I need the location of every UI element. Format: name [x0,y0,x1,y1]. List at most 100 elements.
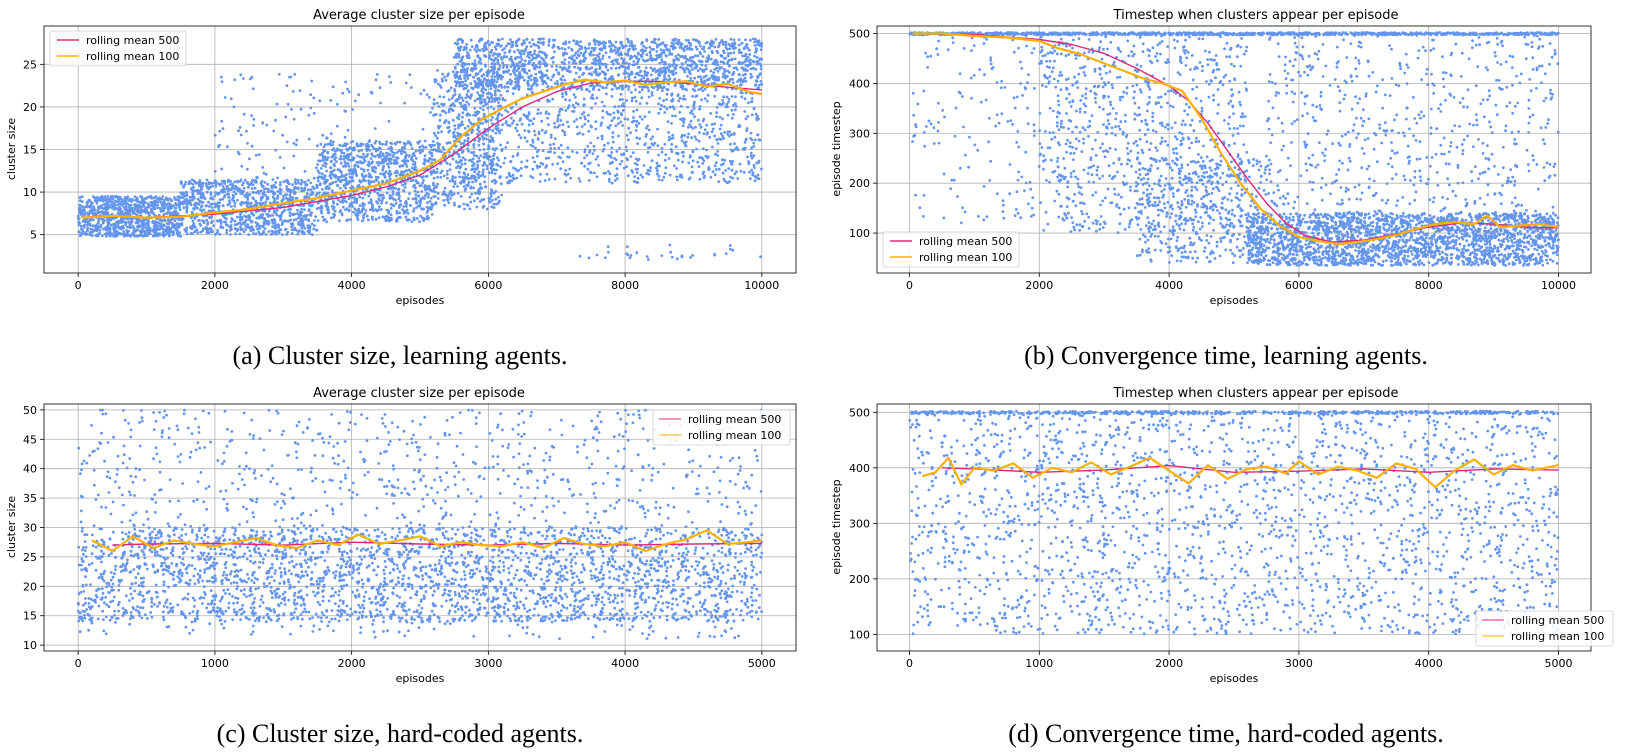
scatter-point [499,143,502,147]
scatter-point [726,52,730,55]
scatter-point [162,223,165,227]
scatter-point [426,201,429,205]
scatter-point [362,216,365,220]
scatter-point [328,173,332,177]
scatter-point [414,149,418,153]
scatter-point [575,151,579,155]
scatter-point [625,61,628,65]
scatter-point [231,182,234,186]
scatter-point [87,213,90,217]
scatter-point [704,64,708,68]
scatter-point [377,163,380,167]
scatter-point [159,206,162,210]
scatter-point [442,95,446,99]
scatter-point [542,40,545,44]
scatter-point [185,197,189,201]
scatter-point [525,72,529,75]
scatter-point [592,53,595,57]
scatter-point [711,51,714,55]
scatter-point [122,230,126,234]
scatter-point [296,208,299,212]
scatter-point [182,202,186,206]
scatter-point [254,202,258,206]
scatter-point [592,39,596,42]
scatter-point [442,174,446,178]
scatter-point [473,199,476,203]
scatter-point [628,44,632,48]
scatter-point [470,131,474,135]
scatter-point [410,156,414,159]
scatter-point [446,177,449,180]
scatter-point [96,227,100,231]
scatter-point [338,149,342,152]
scatter-point [146,203,150,206]
scatter-point [192,207,195,210]
scatter-point [611,43,615,47]
scatter-point [163,203,167,206]
scatter-point [631,96,634,100]
scatter-point [228,183,232,186]
scatter-point [543,80,547,83]
scatter-point [405,218,409,222]
scatter-point [206,185,209,189]
scatter-point [331,200,335,204]
scatter-point [264,233,268,236]
scatter-point [447,130,451,134]
scatter-point [461,111,465,115]
scatter-point [560,47,564,50]
scatter-point [229,233,232,236]
scatter-point [382,196,386,199]
scatter-point [105,198,109,202]
scatter-point [416,190,420,194]
scatter-point [523,59,527,63]
scatter-point [604,51,608,55]
scatter-point [367,144,371,148]
scatter-point [76,214,80,218]
scatter-point [136,210,140,214]
scatter-point [610,151,614,154]
scatter-point [143,222,147,226]
scatter-point [118,219,122,223]
scatter-point [667,74,671,78]
scatter-point [266,182,270,186]
scatter-point [167,234,171,238]
scatter-point [542,37,545,41]
scatter-point [92,205,95,209]
scatter-point [408,192,411,196]
scatter-point [189,203,193,207]
scatter-point [397,149,401,153]
scatter-point [517,133,521,137]
scatter-point [691,68,694,71]
scatter-point [412,209,415,213]
scatter-point [527,87,530,91]
scatter-point [463,46,466,49]
scatter-point [620,56,623,60]
scatter-point [198,179,202,182]
scatter-point [371,203,374,207]
scatter-point [183,228,187,232]
scatter-point [199,186,203,190]
scatter-point [478,69,482,73]
scatter-point [291,223,295,227]
scatter-point [469,200,473,204]
scatter-point [198,190,202,194]
scatter-point [639,78,643,82]
scatter-point [128,225,132,229]
scatter-point [413,161,417,164]
scatter-point [88,231,92,235]
scatter-point [428,200,432,203]
scatter-point [235,223,239,226]
scatter-point [335,160,338,164]
scatter-point [248,202,251,206]
scatter-point [300,226,304,230]
scatter-point [696,69,700,72]
scatter-point [688,64,692,67]
scatter-point [689,76,693,80]
scatter-point [623,72,626,75]
scatter-point [88,219,92,223]
scatter-point [218,183,222,187]
scatter-point [682,47,686,51]
scatter-point [191,219,195,223]
scatter-point [664,70,668,74]
scatter-point [513,71,516,75]
